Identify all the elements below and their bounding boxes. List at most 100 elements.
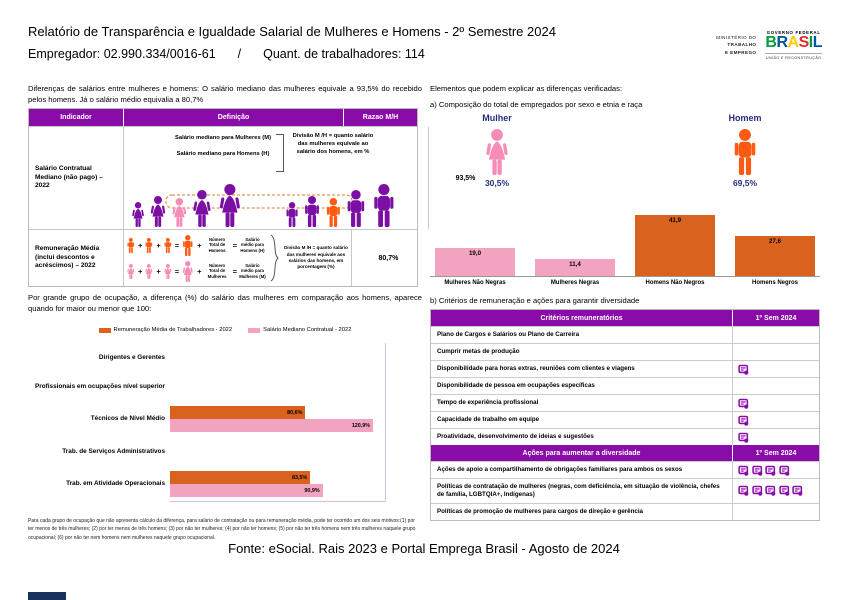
women-avg-salary-label: Salário médio para Mulheres (M): [239, 263, 266, 279]
source-footer: Fonte: eSocial. Rais 2023 e Portal Empre…: [228, 541, 620, 556]
criterion-mark-icon: [751, 486, 762, 497]
hbar-row-administrativos: Trab. de Serviços Administrativos: [62, 447, 165, 455]
ratio-value-average: 80,7%: [378, 254, 399, 262]
table-row: Proatividade, desenvolvimento de ideias …: [431, 428, 819, 445]
table-row: Plano de Cargos e Salários ou Plano de C…: [431, 326, 819, 343]
men-avg-salary-label: Salário médio para Homens (H): [240, 237, 265, 253]
table-row: Disponibilidade para horas extras, reuni…: [431, 360, 819, 377]
action-marks: [733, 504, 819, 520]
definition-diagram-average: + + = + Número Total de Homens = Salário…: [124, 230, 352, 286]
composition-title: a) Composição do total de empregados por…: [430, 100, 643, 109]
women-percentage: 30,5%: [484, 178, 510, 188]
cropped-bottom-artifact: [28, 592, 66, 600]
indicator-table: Indicador Definição Razao M/H Salário Co…: [28, 108, 475, 287]
employer-id: Empregador: 02.990.334/0016-61: [28, 47, 216, 61]
criterion-mark-icon: [751, 465, 762, 476]
bar-tecnicos-remuneracao: 80,6%: [170, 406, 306, 419]
men-total-label: Número Total de Homens: [208, 237, 226, 253]
table-row-remuneracao-media: Remuneração Média (inclui descontos e ac…: [29, 229, 417, 286]
workers-count: Quant. de trabalhadores: 114: [263, 47, 425, 61]
criterion-mark-icon: [738, 465, 749, 476]
bar-operacionais-remuneracao: 83,5%: [170, 471, 311, 484]
bar-mulheres-nao-negras: 19,0: [435, 248, 515, 276]
criterion-marks: [733, 327, 819, 343]
criterion-mark-icon: [738, 398, 749, 409]
legend-salario-mediano: Salário Mediano Contratual - 2022: [248, 327, 351, 333]
table-row: Políticas de contratação de mulheres (ne…: [431, 478, 819, 503]
action-marks: [733, 479, 819, 503]
indicator-table-header: Indicador Definição Razao M/H: [29, 109, 417, 126]
definition-diagram-median: Salário mediano para Mulheres (M) Salári…: [124, 127, 429, 229]
criteria-table-header: Critérios remuneratórios 1º Sem 2024: [431, 310, 819, 326]
median-women-label: Salário mediano para Mulheres (M): [175, 135, 271, 141]
woman-icon: [127, 263, 135, 279]
bar-homens-nao-negros: 41,9: [635, 215, 715, 276]
ministry-label: MINISTÉRIO DO TRABALHO E EMPREGO: [716, 34, 757, 55]
indicator-name: Remuneração Média (inclui descontos e ac…: [29, 230, 124, 286]
actions-table-header: Ações para aumentar a diversidade 1º Sem…: [431, 445, 819, 461]
chart-footnote: Para cada grupo de ocupação que não apre…: [28, 518, 416, 541]
bracket-shape: [276, 134, 284, 172]
separator: /: [237, 47, 242, 61]
legend-remuneracao-media: Remuneração Média de Trabalhadores - 202…: [98, 327, 232, 333]
men-share-block: Homem 69,5%: [690, 113, 800, 188]
criteria-section-title: b) Critérios de remuneração e ações para…: [430, 296, 640, 305]
actions-header-label: Ações para aumentar a diversidade: [431, 445, 733, 461]
man-icon: [145, 237, 153, 253]
median-man-icon: [326, 198, 340, 227]
man-icon: [127, 237, 135, 253]
median-highlight-box: [165, 194, 353, 209]
men-percentage: 69,5%: [732, 178, 758, 188]
table-row-salario-mediano: Salário Contratual Mediano (não pago) – …: [29, 126, 475, 229]
table-row: Disponibilidade de pessoa em ocupações e…: [431, 377, 819, 394]
chart-legend: Remuneração Média de Trabalhadores - 202…: [28, 327, 422, 333]
bar-mulheres-negras: 11,4: [535, 259, 615, 276]
bar-homens-negros: 27,6: [735, 235, 815, 276]
page-title: Relatório de Transparência e Igualdade S…: [28, 24, 556, 39]
criterion-mark-icon: [765, 486, 776, 497]
division-explainer: Divisão M /H = quanto salário das mulher…: [292, 133, 374, 155]
woman-icon: [164, 263, 172, 279]
criterion-mark-icon: [738, 364, 749, 375]
pink-swatch: [248, 327, 261, 333]
action-marks: [733, 462, 819, 478]
criterion-marks: [733, 378, 819, 394]
col-razao-mh: Razao M/H: [344, 109, 417, 126]
women-average-formula: + + = + Número Total de Mulheres = Salár…: [126, 260, 266, 282]
criteria-header-label: Critérios remuneratórios: [431, 310, 733, 326]
table-row: Tempo de experiência profissional: [431, 394, 819, 411]
govbr-logo: MINISTÉRIO DO TRABALHO E EMPREGO GOVERNO…: [716, 30, 822, 60]
bar-operacionais-mediano: 90,9%: [170, 484, 323, 497]
people-height-comparison: [132, 184, 394, 227]
men-average-formula: + + = + Número Total de Homens = Salário…: [126, 234, 266, 256]
woman-icon-large: [182, 260, 193, 282]
brasil-wordmark: GOVERNO FEDERAL BRASIL UNIÃO E RECONSTRU…: [765, 30, 823, 60]
hbar-row-tecnicos: Técnicos de Nível Médio 80,6% 120,9%: [28, 401, 386, 437]
occupation-chart: Dirigentes e Gerentes Profissionais em o…: [28, 343, 386, 502]
hbar-row-profissionais: Profissionais em ocupações nível superio…: [35, 382, 165, 390]
hbar-row-operacionais: Trab. em Atividade Operacionais 83,5% 90…: [28, 466, 386, 502]
criterion-marks: [733, 429, 819, 445]
criterion-mark-icon: [738, 486, 749, 497]
occupation-chart-intro: Por grande grupo de ocupação, a diferenç…: [28, 293, 422, 314]
criterion-marks: [733, 412, 819, 428]
criteria-period-label: 1º Sem 2024: [755, 314, 797, 322]
median-woman-icon: [172, 198, 187, 227]
criterion-mark-icon: [778, 486, 789, 497]
criterion-mark-icon: [738, 415, 749, 426]
elements-title: Elementos que podem explicar as diferenç…: [430, 84, 623, 93]
criterion-mark-icon: [765, 465, 776, 476]
woman-icon: [486, 129, 508, 175]
woman-icon: [145, 263, 153, 279]
criteria-table: Critérios remuneratórios 1º Sem 2024 Pla…: [430, 309, 820, 521]
man-icon: [734, 129, 756, 175]
bar-tecnicos-mediano: 120,9%: [170, 419, 374, 432]
criterion-mark-icon: [792, 486, 803, 497]
table-row: Cumprir metas de produção: [431, 343, 819, 360]
criterion-marks: [733, 361, 819, 377]
women-total-label: Número Total de Mulheres: [207, 263, 227, 279]
col-indicador: Indicador: [29, 109, 124, 126]
brace-shape: [270, 234, 279, 282]
table-row: Políticas de promoção de mulheres para c…: [431, 502, 819, 520]
